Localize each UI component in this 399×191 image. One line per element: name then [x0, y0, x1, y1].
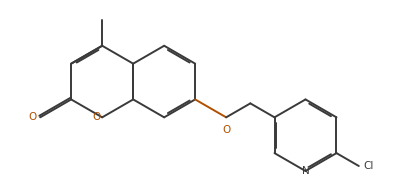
Text: N: N [302, 166, 309, 176]
Text: O: O [29, 112, 37, 122]
Text: O: O [92, 112, 100, 122]
Text: Cl: Cl [363, 161, 374, 171]
Text: O: O [222, 125, 230, 134]
